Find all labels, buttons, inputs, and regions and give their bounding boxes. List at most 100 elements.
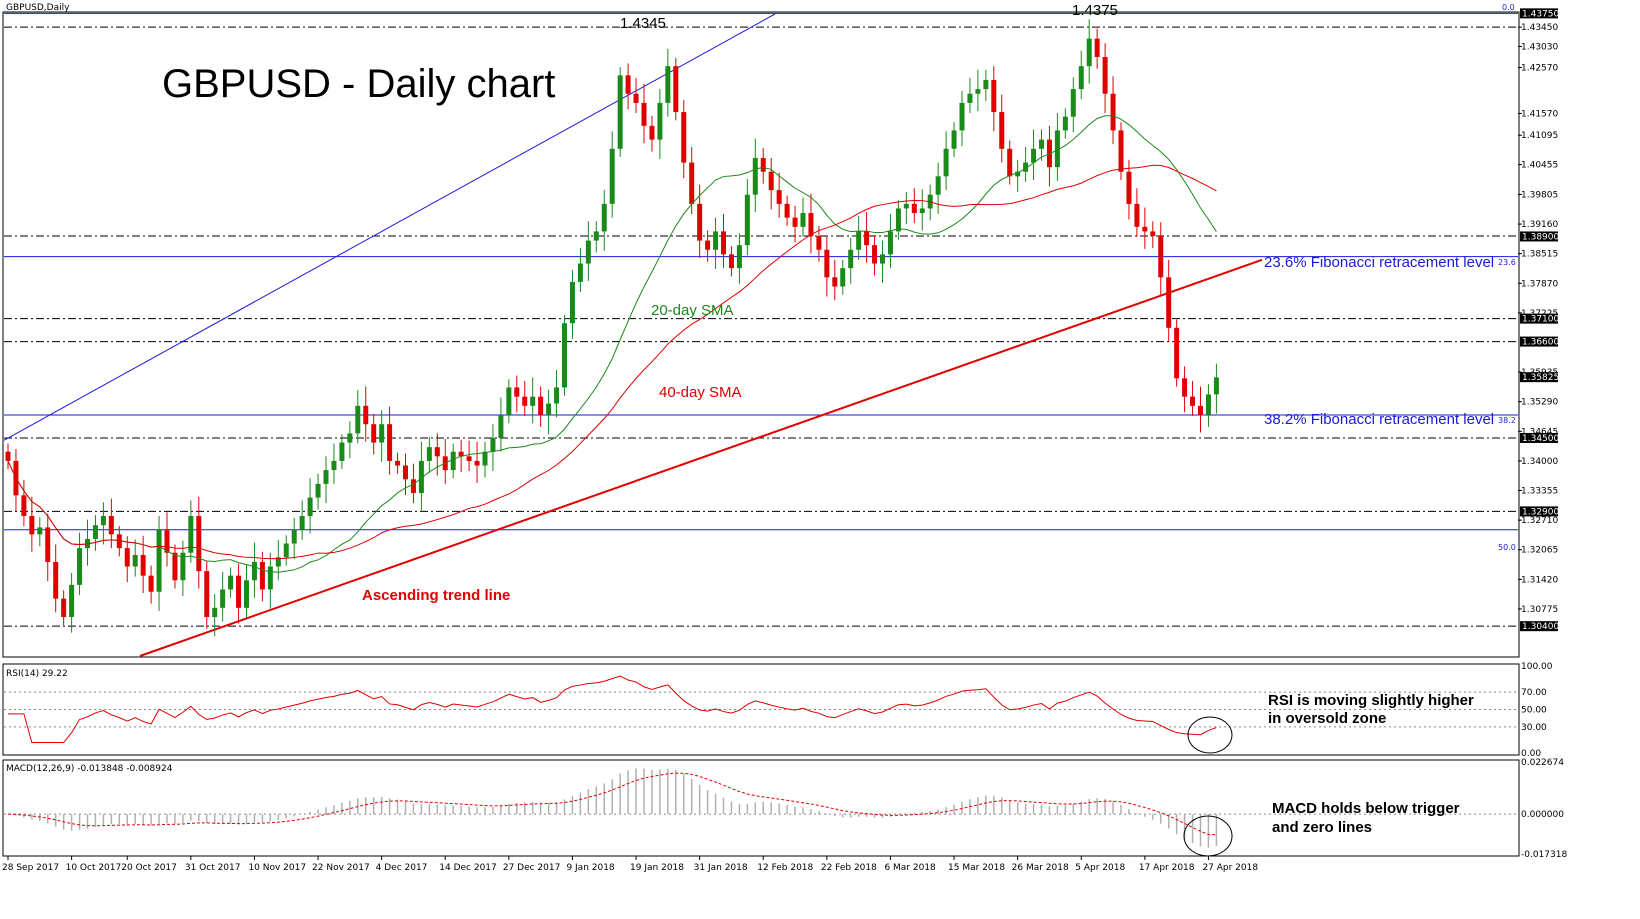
candle-body-6 xyxy=(53,561,59,599)
candle-body-73 xyxy=(585,240,591,264)
candle-body-72 xyxy=(577,263,583,282)
candle-body-67 xyxy=(538,396,544,416)
candle-body-98 xyxy=(784,203,790,218)
candle-body-5 xyxy=(45,527,51,562)
candle-body-106 xyxy=(848,249,854,269)
candle-body-117 xyxy=(935,176,941,195)
fib-382-marker: 38.2 xyxy=(1498,416,1516,425)
time-label-2: 20 Oct 2017 xyxy=(121,863,177,873)
time-label-4: 10 Nov 2017 xyxy=(248,863,306,873)
level-badge-label-3: 1.36600 xyxy=(1522,338,1559,348)
price-tick-label-9: 1.37870 xyxy=(1521,279,1558,289)
candle-body-100 xyxy=(800,213,806,227)
candle-body-93 xyxy=(744,194,750,246)
time-label-5: 22 Nov 2017 xyxy=(312,863,370,873)
candle-body-119 xyxy=(951,130,957,149)
candle-body-71 xyxy=(569,281,575,324)
candle-body-31 xyxy=(251,561,257,581)
candle-body-18 xyxy=(148,575,154,592)
candle-body-94 xyxy=(752,157,758,195)
time-label-11: 31 Jan 2018 xyxy=(694,863,748,873)
price-tick-label-16: 1.32710 xyxy=(1521,516,1558,526)
candle-body-2 xyxy=(21,495,27,516)
candle-body-34 xyxy=(275,557,281,567)
candle-body-7 xyxy=(61,598,67,617)
candle-body-140 xyxy=(1118,130,1124,172)
candle-body-122 xyxy=(975,89,981,94)
candle-body-8 xyxy=(69,584,75,617)
candle-body-111 xyxy=(887,231,893,255)
candle-body-123 xyxy=(983,79,989,90)
candle-body-149 xyxy=(1190,396,1196,406)
peak-right-label: 1.4375 xyxy=(1072,2,1118,19)
fib-500-marker: 50.0 xyxy=(1498,543,1516,552)
price-tick-label-8: 1.38515 xyxy=(1521,250,1558,260)
candle-body-95 xyxy=(760,157,766,172)
price-tick-label-7: 1.39160 xyxy=(1521,220,1558,230)
time-label-1: 10 Oct 2017 xyxy=(66,863,122,873)
time-label-17: 5 Apr 2018 xyxy=(1075,863,1125,873)
candle-body-48 xyxy=(387,424,393,461)
time-label-7: 14 Dec 2017 xyxy=(439,863,497,873)
candle-body-40 xyxy=(323,470,329,484)
candle-body-120 xyxy=(959,102,965,131)
macd-tick-2: -0.017318 xyxy=(1521,850,1567,860)
candle-body-16 xyxy=(132,555,138,567)
price-tick-label-3: 1.41570 xyxy=(1521,109,1558,119)
candle-body-27 xyxy=(220,589,226,608)
candle-body-21 xyxy=(172,552,178,581)
candle-body-82 xyxy=(657,102,663,140)
candle-body-23 xyxy=(188,516,194,553)
time-label-0: 28 Sep 2017 xyxy=(2,863,59,873)
candle-body-114 xyxy=(911,203,917,214)
candle-body-97 xyxy=(776,190,782,204)
candle-body-92 xyxy=(736,245,742,269)
rsi-line xyxy=(8,675,1217,744)
candle-body-0 xyxy=(5,451,11,461)
candle-body-25 xyxy=(204,571,210,617)
time-label-19: 27 Apr 2018 xyxy=(1202,863,1258,873)
candle-body-89 xyxy=(713,231,719,250)
candle-body-108 xyxy=(864,231,870,246)
candle-body-145 xyxy=(1158,236,1164,278)
macd-pane-frame xyxy=(2,759,1520,857)
candle-body-143 xyxy=(1142,226,1148,232)
candle-body-50 xyxy=(403,465,408,480)
candle-body-64 xyxy=(514,387,520,397)
candle-body-58 xyxy=(466,456,472,461)
candle-body-13 xyxy=(108,516,114,535)
price-tick-label-12: 1.35290 xyxy=(1521,398,1558,408)
macd-signal-line xyxy=(7,772,1217,836)
price-pane-frame xyxy=(2,11,1520,658)
candle-body-38 xyxy=(307,497,313,516)
candle-body-70 xyxy=(562,323,567,388)
candle-body-46 xyxy=(371,424,377,443)
level-badge-bg-2 xyxy=(1520,313,1558,324)
price-axis: 1.43450 1.43030 1.42570 1.41570 1.41095 1.404… xyxy=(1518,8,1559,632)
candle-body-137 xyxy=(1094,38,1100,57)
candle-body-3 xyxy=(29,516,35,535)
candle-body-101 xyxy=(808,213,814,236)
candle-body-142 xyxy=(1134,203,1140,227)
rsi-title: RSI(14) 29.22 xyxy=(6,669,68,679)
candle-body-125 xyxy=(999,112,1005,149)
level-badge-bg-0 xyxy=(1520,8,1558,19)
price-tick-label-17: 1.32065 xyxy=(1521,546,1558,556)
price-tick-label-15: 1.33355 xyxy=(1521,487,1558,497)
candle-body-4 xyxy=(37,527,43,535)
candle-body-79 xyxy=(633,93,639,103)
candle-body-41 xyxy=(331,460,337,471)
candle-body-118 xyxy=(943,148,949,177)
rsi-tick-4: 0.00 xyxy=(1521,749,1541,759)
candle-body-49 xyxy=(395,460,401,466)
candle-body-110 xyxy=(880,254,885,264)
candle-body-35 xyxy=(283,543,289,558)
price-tick-label-0: 1.43450 xyxy=(1521,23,1558,33)
candle-body-113 xyxy=(903,203,909,209)
time-label-18: 17 Apr 2018 xyxy=(1139,863,1195,873)
candle-body-68 xyxy=(546,403,552,416)
candle-body-85 xyxy=(681,112,687,163)
candle-body-90 xyxy=(721,231,726,255)
candle-body-63 xyxy=(506,387,512,416)
macd-note-line1: MACD holds below trigger xyxy=(1272,800,1460,817)
